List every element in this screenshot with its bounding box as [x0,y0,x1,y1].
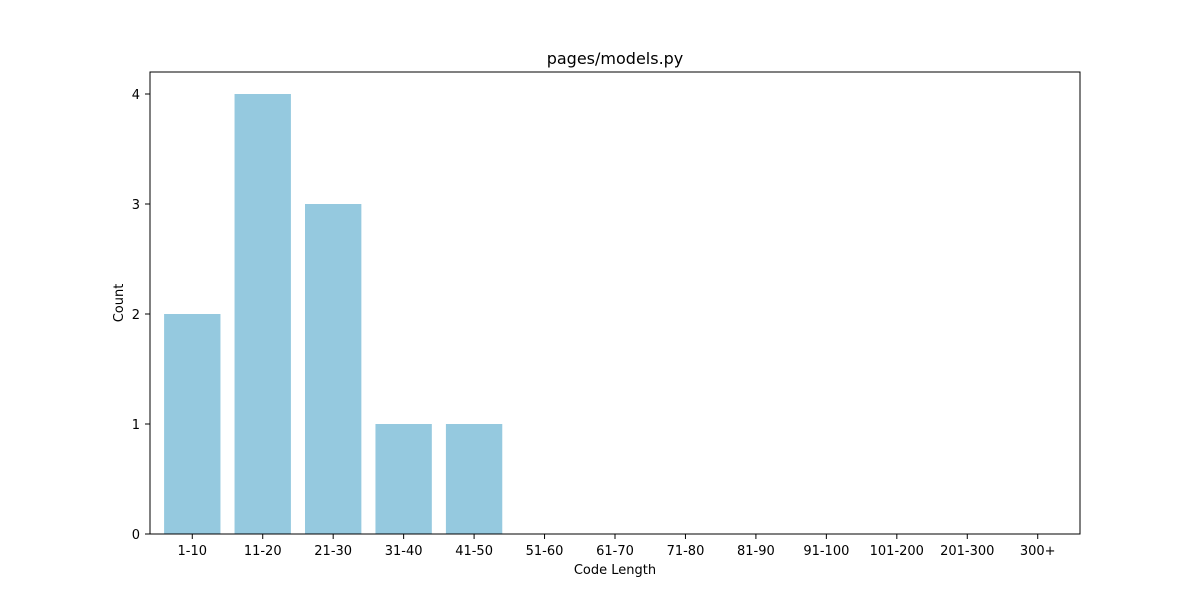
bar-41-50 [445,424,503,534]
chart-title: pages/models.py [547,49,684,68]
x-axis-label: Code Length [574,563,656,578]
bar-21-30 [305,204,362,534]
x-tick-label: 51-60 [526,544,564,559]
bar-11-20 [234,94,291,534]
x-tick-label: 91-100 [803,544,849,559]
x-tick-label: 11-20 [244,544,282,559]
x-tick-label: 61-70 [596,544,634,559]
x-tick-label: 101-200 [870,544,924,559]
x-tick-label: 41-50 [455,544,493,559]
plot-frame [149,71,1081,535]
y-tick-label: 3 [132,198,140,213]
x-tick-label: 201-300 [940,544,994,559]
bar-31-40 [375,424,432,534]
x-axis: 1-10 11-20 21-30 31-40 41-50 51-60 61-70 71-80 8… [178,534,1056,559]
x-tick-label: 71-80 [667,544,705,559]
y-tick-label: 1 [132,418,140,433]
y-tick-label: 4 [132,88,140,103]
y-axis-label: Count [112,284,127,323]
bar-1-10 [164,314,221,534]
x-tick-label: 300+ [1020,544,1056,559]
x-tick-label: 21-30 [314,544,352,559]
y-tick-label: 0 [132,528,140,543]
x-tick-label: 1-10 [178,544,208,559]
x-tick-label: 81-90 [737,544,775,559]
bars-group [164,94,503,534]
x-tick-label: 31-40 [385,544,423,559]
y-axis: 0 1 2 3 4 [132,88,150,543]
y-tick-label: 2 [132,308,140,323]
